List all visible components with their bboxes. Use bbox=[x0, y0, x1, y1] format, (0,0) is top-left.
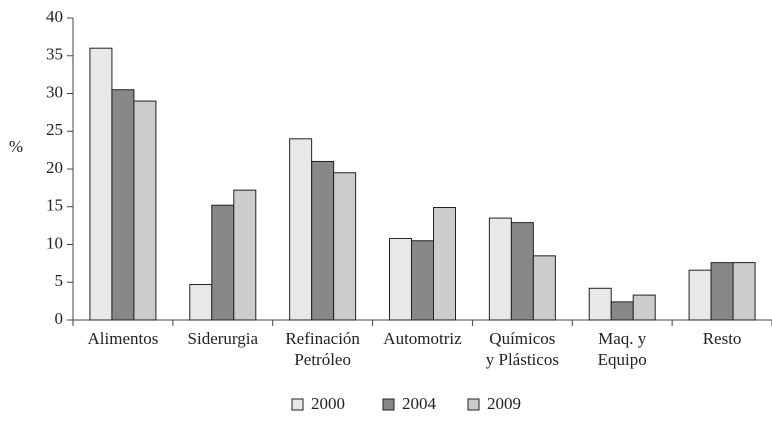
y-tick-label: 5 bbox=[55, 271, 64, 290]
bar bbox=[389, 237, 412, 321]
legend-label: 2004 bbox=[402, 394, 437, 413]
bar bbox=[233, 189, 257, 321]
x-tick-label: Equipo bbox=[598, 350, 647, 369]
bar bbox=[632, 294, 656, 321]
legend-label: 2009 bbox=[487, 394, 521, 413]
x-tick-label: Siderurgia bbox=[188, 329, 259, 348]
bar bbox=[89, 47, 113, 321]
bar bbox=[488, 217, 512, 321]
y-tick-label: 0 bbox=[55, 309, 64, 328]
y-tick-label: 25 bbox=[46, 120, 63, 139]
bar bbox=[532, 255, 556, 321]
bar bbox=[111, 89, 135, 321]
legend-swatch bbox=[382, 398, 395, 411]
x-tick-label: Resto bbox=[703, 329, 742, 348]
bar bbox=[133, 100, 157, 321]
y-tick-label: 15 bbox=[46, 196, 63, 215]
bar bbox=[289, 138, 313, 321]
x-tick-label: Químicos bbox=[489, 329, 555, 348]
bar bbox=[311, 160, 335, 321]
y-tick-label: 30 bbox=[46, 82, 63, 101]
bar bbox=[710, 262, 734, 321]
legend-swatch bbox=[467, 398, 480, 411]
y-tick-label: 35 bbox=[46, 45, 63, 64]
bar bbox=[688, 269, 712, 321]
x-tick-label: Maq. y bbox=[598, 329, 647, 348]
bar bbox=[211, 204, 235, 321]
x-tick-label: Refinación bbox=[285, 329, 360, 348]
x-tick-label: Alimentos bbox=[88, 329, 159, 348]
bar bbox=[588, 287, 612, 321]
y-tick-label: 20 bbox=[46, 158, 63, 177]
x-tick-label: Automotriz bbox=[383, 329, 462, 348]
y-tick-label: 40 bbox=[46, 7, 63, 26]
bar bbox=[732, 262, 756, 321]
legend-swatch bbox=[291, 398, 304, 411]
bar bbox=[510, 222, 534, 321]
x-tick-label: y Plásticos bbox=[486, 350, 559, 369]
bar bbox=[433, 207, 456, 321]
x-tick-label: Petróleo bbox=[294, 350, 351, 369]
bar bbox=[610, 301, 634, 321]
bar bbox=[189, 284, 213, 321]
y-axis-label: % bbox=[9, 137, 23, 156]
bar bbox=[411, 240, 434, 321]
y-tick-label: 10 bbox=[46, 233, 63, 252]
legend-label: 2000 bbox=[311, 394, 345, 413]
bar bbox=[333, 172, 357, 321]
